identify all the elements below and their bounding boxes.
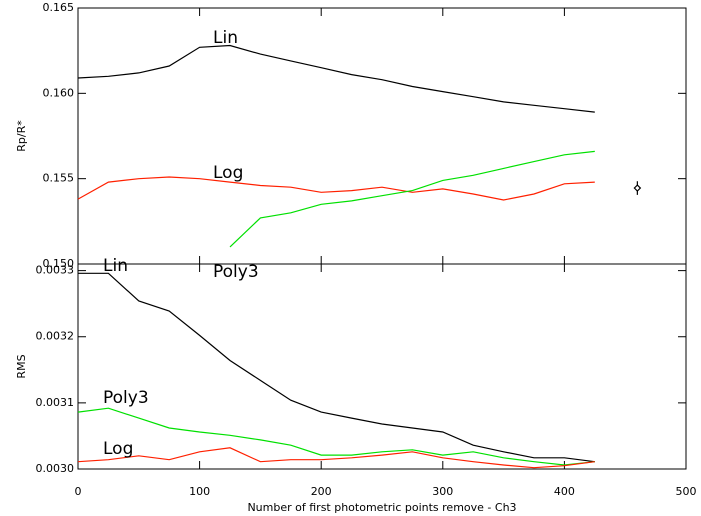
annotation: Log (103, 439, 133, 459)
series-line (229, 150, 595, 248)
x-axis-label: Number of first photometric points remov… (247, 501, 516, 514)
y-axis-label: RMS (15, 354, 28, 378)
series-line (78, 272, 595, 463)
annotation: Log (213, 163, 243, 183)
plot-frame (77, 7, 687, 265)
y-axis-label: Rp/R* (15, 120, 28, 152)
x-tick-label: 400 (554, 485, 575, 498)
annotation: Poly3 (103, 388, 149, 408)
x-tick-label: 300 (432, 485, 453, 498)
x-tick-label: 100 (189, 485, 210, 498)
x-tick-label: 500 (676, 485, 697, 498)
y-tick-label: 0.0032 (36, 330, 75, 343)
series-line (77, 176, 595, 201)
y-tick-label: 0.0033 (36, 264, 75, 277)
x-tick-label: 200 (311, 485, 332, 498)
annotation: Lin (103, 256, 128, 276)
y-tick-label: 0.155 (43, 172, 75, 185)
x-tick-label: 0 (75, 485, 82, 498)
plot-frame (77, 263, 687, 470)
y-tick-label: 0.0030 (36, 462, 75, 475)
y-tick-label: 0.160 (43, 86, 75, 99)
y-tick-label: 0.150 (43, 257, 75, 270)
series-line (77, 407, 595, 466)
y-tick-label: 0.0031 (36, 396, 75, 409)
annotation: Lin (213, 28, 238, 48)
annotation: Poly3 (213, 262, 259, 282)
y-tick-label: 0.165 (43, 1, 75, 14)
series-line (77, 447, 595, 469)
data-point (633, 184, 642, 192)
series-line (77, 44, 595, 113)
